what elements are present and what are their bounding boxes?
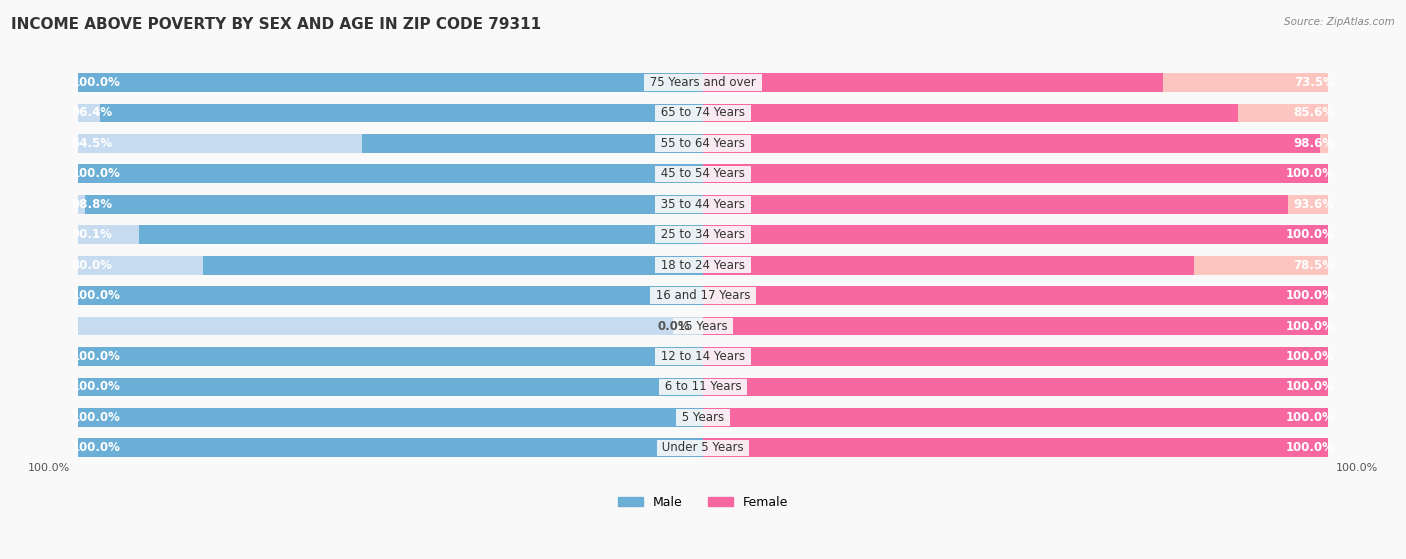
Text: 100.0%: 100.0% xyxy=(1286,167,1334,181)
Bar xyxy=(77,286,703,305)
Text: 100.0%: 100.0% xyxy=(1286,411,1334,424)
Bar xyxy=(703,286,1329,305)
Bar xyxy=(363,134,703,153)
Bar xyxy=(77,103,703,122)
Text: 100.0%: 100.0% xyxy=(72,411,120,424)
Text: 100.0%: 100.0% xyxy=(72,167,120,181)
Bar xyxy=(703,195,1329,214)
Bar xyxy=(703,164,1329,183)
Bar xyxy=(703,408,1329,427)
Text: 5 Years: 5 Years xyxy=(678,411,728,424)
Bar xyxy=(703,377,1329,396)
Bar xyxy=(703,286,1329,305)
Bar xyxy=(84,195,703,214)
Text: 100.0%: 100.0% xyxy=(1286,289,1334,302)
Bar xyxy=(139,225,703,244)
Text: 85.6%: 85.6% xyxy=(1294,106,1334,120)
Text: 96.4%: 96.4% xyxy=(72,106,112,120)
Text: 90.1%: 90.1% xyxy=(72,228,112,241)
Text: 80.0%: 80.0% xyxy=(72,259,112,272)
Text: 93.6%: 93.6% xyxy=(1294,198,1334,211)
Text: 35 to 44 Years: 35 to 44 Years xyxy=(657,198,749,211)
Bar xyxy=(77,195,703,214)
Bar xyxy=(703,225,1329,244)
Bar xyxy=(703,225,1329,244)
Text: 100.0%: 100.0% xyxy=(1286,350,1334,363)
Bar xyxy=(77,73,703,92)
Bar xyxy=(703,256,1329,274)
Bar xyxy=(77,438,703,457)
Bar xyxy=(703,408,1329,427)
Bar xyxy=(703,316,1329,335)
Text: Source: ZipAtlas.com: Source: ZipAtlas.com xyxy=(1284,17,1395,27)
Text: 100.0%: 100.0% xyxy=(1286,441,1334,454)
Bar xyxy=(202,256,703,274)
Text: 100.0%: 100.0% xyxy=(1286,320,1334,333)
Text: 100.0%: 100.0% xyxy=(28,463,70,472)
Bar xyxy=(703,164,1329,183)
Bar xyxy=(703,377,1329,396)
Bar xyxy=(77,438,703,457)
Text: 0.0%: 0.0% xyxy=(658,320,690,333)
Text: 100.0%: 100.0% xyxy=(1336,463,1378,472)
Text: 100.0%: 100.0% xyxy=(72,350,120,363)
Bar xyxy=(77,377,703,396)
Bar xyxy=(100,103,703,122)
Bar xyxy=(77,134,703,153)
Text: 100.0%: 100.0% xyxy=(1286,228,1334,241)
Legend: Male, Female: Male, Female xyxy=(613,491,793,514)
Bar xyxy=(77,73,703,92)
Bar xyxy=(77,347,703,366)
Bar xyxy=(703,103,1329,122)
Bar xyxy=(703,347,1329,366)
Text: 100.0%: 100.0% xyxy=(72,76,120,89)
Bar xyxy=(703,438,1329,457)
Text: 16 and 17 Years: 16 and 17 Years xyxy=(652,289,754,302)
Text: 55 to 64 Years: 55 to 64 Years xyxy=(657,137,749,150)
Text: 18 to 24 Years: 18 to 24 Years xyxy=(657,259,749,272)
Text: 6 to 11 Years: 6 to 11 Years xyxy=(661,381,745,394)
Text: 98.6%: 98.6% xyxy=(1294,137,1334,150)
Bar xyxy=(77,377,703,396)
Text: 100.0%: 100.0% xyxy=(72,441,120,454)
Text: 73.5%: 73.5% xyxy=(1294,76,1334,89)
Bar xyxy=(77,225,703,244)
Text: Under 5 Years: Under 5 Years xyxy=(658,441,748,454)
Bar xyxy=(703,438,1329,457)
Text: 100.0%: 100.0% xyxy=(72,289,120,302)
Bar xyxy=(77,164,703,183)
Bar xyxy=(703,134,1329,153)
Bar xyxy=(77,286,703,305)
Text: 25 to 34 Years: 25 to 34 Years xyxy=(657,228,749,241)
Text: 15 Years: 15 Years xyxy=(675,320,731,333)
Text: 54.5%: 54.5% xyxy=(72,137,112,150)
Bar xyxy=(703,73,1329,92)
Bar xyxy=(703,103,1239,122)
Text: 12 to 14 Years: 12 to 14 Years xyxy=(657,350,749,363)
Bar xyxy=(703,134,1320,153)
Bar xyxy=(703,73,1163,92)
Bar xyxy=(703,195,1288,214)
Bar xyxy=(77,256,703,274)
Bar xyxy=(703,347,1329,366)
Bar xyxy=(703,256,1194,274)
Text: 78.5%: 78.5% xyxy=(1294,259,1334,272)
Text: 45 to 54 Years: 45 to 54 Years xyxy=(657,167,749,181)
Text: INCOME ABOVE POVERTY BY SEX AND AGE IN ZIP CODE 79311: INCOME ABOVE POVERTY BY SEX AND AGE IN Z… xyxy=(11,17,541,32)
Bar xyxy=(703,316,1329,335)
Text: 98.8%: 98.8% xyxy=(72,198,112,211)
Bar xyxy=(77,408,703,427)
Text: 65 to 74 Years: 65 to 74 Years xyxy=(657,106,749,120)
Text: 100.0%: 100.0% xyxy=(1286,381,1334,394)
Bar xyxy=(77,347,703,366)
Text: 100.0%: 100.0% xyxy=(72,381,120,394)
Text: 75 Years and over: 75 Years and over xyxy=(647,76,759,89)
Bar xyxy=(77,316,703,335)
Bar xyxy=(77,408,703,427)
Bar xyxy=(77,164,703,183)
